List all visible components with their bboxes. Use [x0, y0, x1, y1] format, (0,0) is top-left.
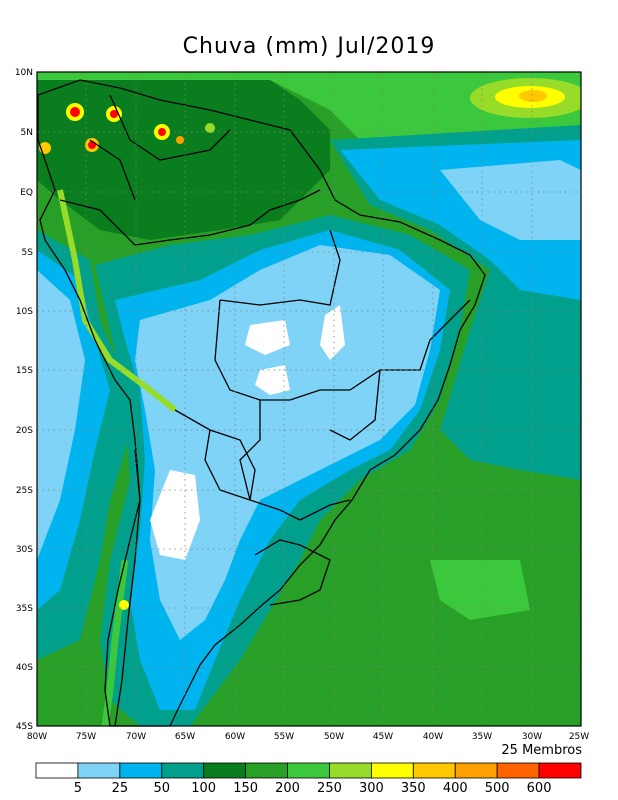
- andean-borders: [59, 94, 231, 246]
- field-atlantic-max-peak: [519, 90, 547, 102]
- chile-belt: [101, 559, 129, 726]
- andes-belt: [57, 189, 177, 413]
- lon-tick: 80W: [27, 732, 47, 742]
- andes-peak-2-core: [88, 141, 96, 149]
- lon-tick: 35W: [472, 732, 492, 742]
- members-label: 25 Membros: [501, 743, 582, 758]
- lon-tick: 40W: [423, 732, 443, 742]
- lon-tick: 70W: [126, 732, 146, 742]
- legend-label: 50: [153, 781, 170, 796]
- field-continent-light: [135, 245, 440, 640]
- legend-swatch: [245, 762, 288, 779]
- south-america-outline: [37, 79, 486, 727]
- legend-swatch: [35, 762, 79, 779]
- lat-tick: 15S: [16, 366, 33, 376]
- field-shelf: [430, 560, 530, 620]
- argentina-chile-border: [114, 449, 141, 727]
- lon-tick: 65W: [175, 732, 195, 742]
- graticule: [37, 72, 581, 726]
- legend-label: 500: [485, 781, 510, 796]
- lon-tick: 75W: [76, 732, 96, 742]
- legend-swatch: [77, 762, 121, 779]
- lat-tick: 35S: [16, 604, 33, 614]
- field-north-atlantic: [37, 72, 581, 150]
- bolivia-paraguay-border: [174, 409, 256, 501]
- legend-label: 400: [443, 781, 468, 796]
- legend-swatch: [119, 762, 163, 779]
- legend-label: 100: [191, 781, 216, 796]
- field-dry-core-4: [150, 470, 200, 560]
- legend-swatch: [203, 762, 247, 779]
- legend-label: 350: [401, 781, 426, 796]
- lat-tick: 30S: [16, 545, 33, 555]
- legend-label: 150: [233, 781, 258, 796]
- map-frame: [36, 71, 582, 727]
- andes-peak-3-core: [110, 110, 118, 118]
- map-title: Chuva (mm) Jul/2019: [182, 34, 436, 59]
- legend-swatch: [496, 762, 540, 779]
- lat-tick: EQ: [20, 188, 33, 198]
- legend-colorbar: [35, 762, 582, 779]
- legend-label: 250: [317, 781, 342, 796]
- lat-tick: 20S: [16, 426, 33, 436]
- lon-tick: 60W: [225, 732, 245, 742]
- chile-peak: [119, 600, 129, 610]
- legend-label: 5: [74, 781, 82, 796]
- lon-axis: 80W 75W 70W 65W 60W 55W 50W 45W 40W 35W …: [27, 732, 589, 742]
- field-pacific-light: [37, 270, 85, 560]
- lat-tick: 5S: [22, 248, 34, 258]
- lat-tick: 25S: [16, 486, 33, 496]
- legend-swatch: [538, 762, 582, 779]
- legend-labels: 5 25 50 100 150 200 250 300 350 400 500 600: [74, 781, 552, 796]
- field-dry-core-2: [255, 365, 290, 395]
- field-ocean-light: [440, 160, 581, 240]
- field-dry-core-3: [320, 305, 345, 360]
- lon-tick: 25W: [569, 732, 589, 742]
- lon-tick: 55W: [274, 732, 294, 742]
- andes-peak-4-core: [158, 128, 166, 136]
- legend-swatch: [454, 762, 498, 779]
- lat-tick: 5N: [21, 128, 33, 138]
- lat-axis: 10N 5N EQ 5S 10S 15S 20S 25S 30S 35S 40S…: [15, 68, 33, 732]
- lat-tick: 40S: [16, 663, 33, 673]
- legend-swatch: [370, 762, 414, 779]
- map-field: [37, 72, 581, 726]
- lon-tick: 45W: [373, 732, 393, 742]
- legend-swatch: [161, 762, 205, 779]
- legend-label: 25: [112, 781, 129, 796]
- andes-peak-7: [176, 136, 184, 144]
- legend-label: 200: [275, 781, 300, 796]
- lat-tick: 10N: [15, 68, 33, 78]
- lon-tick: 30W: [522, 732, 542, 742]
- legend-swatch: [329, 762, 372, 779]
- lat-tick: 45S: [16, 722, 33, 732]
- legend-label: 300: [359, 781, 384, 796]
- andes-peak-1-core: [70, 107, 80, 117]
- field-dry-core-1: [245, 320, 290, 355]
- andes-peak-6: [205, 123, 215, 133]
- legend-label: 600: [527, 781, 552, 796]
- lon-tick: 50W: [324, 732, 344, 742]
- legend-swatch: [287, 762, 330, 779]
- lat-tick: 10S: [16, 307, 33, 317]
- legend-swatch: [412, 762, 456, 779]
